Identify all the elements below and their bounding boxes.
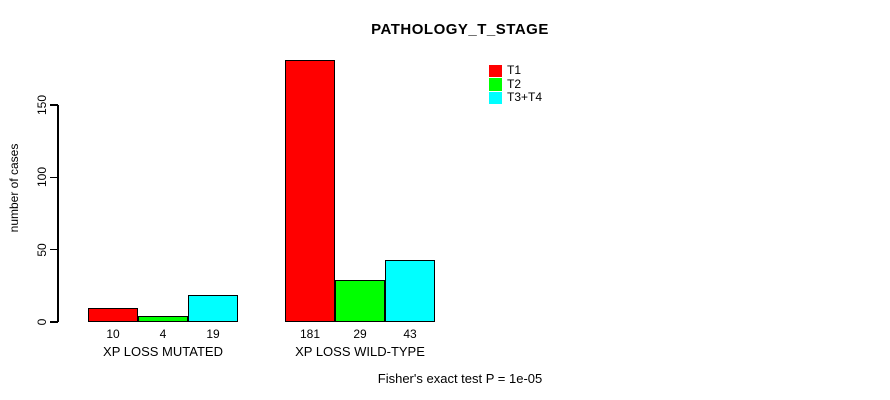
legend-swatch	[489, 64, 502, 77]
bar-value-label: 43	[403, 327, 417, 341]
x-category-label: XP LOSS WILD-TYPE	[295, 344, 425, 359]
legend-label: T1	[507, 63, 522, 78]
y-tick-label: 50	[35, 242, 49, 257]
y-axis-line	[57, 105, 59, 322]
bar-t3-t4	[385, 259, 435, 322]
legend: T1 T2 T3+T4	[489, 64, 542, 105]
legend-row: T2	[489, 76, 542, 92]
y-axis-label: number of cases	[7, 143, 21, 233]
bar-t1	[285, 60, 335, 322]
chart-title: PATHOLOGY_T_STAGE	[371, 21, 549, 38]
y-tick-mark	[50, 176, 58, 179]
bar-value-label: 181	[299, 327, 321, 341]
bar-t2	[335, 280, 385, 322]
bar-value-label: 19	[206, 327, 220, 341]
bar-t3-t4	[188, 294, 238, 322]
y-tick-mark	[50, 248, 58, 251]
legend-swatch	[489, 91, 502, 104]
footnote-text: Fisher's exact test P = 1e-05	[377, 371, 543, 386]
y-tick-mark	[50, 104, 58, 106]
y-tick-label: 0	[35, 318, 49, 326]
y-tick-label: 100	[35, 167, 49, 188]
bar-t1	[88, 307, 138, 322]
legend-row: T1	[489, 64, 542, 78]
bar-value-label: 29	[353, 327, 367, 341]
y-tick-mark	[50, 321, 58, 323]
legend-label: T2	[507, 76, 522, 91]
bar-t2	[138, 316, 188, 322]
x-category-label: XP LOSS MUTATED	[103, 344, 223, 359]
bar-value-label: 4	[159, 327, 167, 341]
legend-swatch	[489, 78, 502, 91]
legend-row: T3+T4	[489, 91, 542, 105]
y-tick-label: 150	[35, 94, 49, 116]
legend-label: T3+T4	[507, 90, 543, 105]
bar-value-label: 10	[106, 327, 120, 341]
